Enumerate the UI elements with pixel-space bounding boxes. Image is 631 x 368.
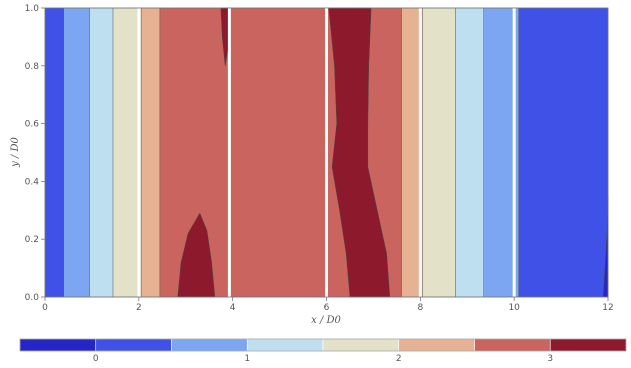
contour-band-7 (422, 7, 456, 298)
colorbar-swatch-1 (95, 338, 172, 352)
x-tick-label: 12 (602, 303, 613, 313)
colorbar-swatch-0 (19, 338, 97, 352)
colorbar-tick-label: 3 (547, 354, 553, 364)
contour-band-0 (44, 7, 64, 298)
colorbar-swatch-2 (171, 338, 248, 352)
colorbar-swatch-4 (322, 338, 400, 352)
colorbar-tick-label: 0 (93, 354, 99, 364)
x-tick-label: 4 (230, 303, 236, 313)
contour-band-4 (140, 7, 161, 298)
y-tick-label: 0.6 (25, 120, 40, 130)
y-tick-label: 1.0 (25, 4, 40, 14)
contour-band-10 (518, 7, 609, 298)
colorbar-swatch-7 (549, 338, 627, 352)
x-axis-label: x / D0 (311, 315, 341, 326)
contour-region-lower-peak (177, 212, 216, 298)
x-tick-label: 2 (136, 303, 142, 313)
contour-band-3 (112, 7, 142, 298)
colorbar-legend: 0 1 2 3 (19, 338, 627, 364)
plot-area (44, 7, 609, 298)
colorbar-frame (19, 338, 627, 352)
white-gap-0 (137, 8, 141, 297)
colorbar-swatch-6 (474, 338, 551, 352)
colorbar-swatch-3 (246, 338, 324, 352)
white-gap-2 (325, 8, 328, 297)
contour-band-1 (63, 7, 90, 298)
y-tick-label: 0.4 (25, 177, 40, 187)
y-tick-label: 0.8 (25, 62, 40, 72)
y-tick-label: 0.2 (25, 235, 39, 245)
y-axis-label: y / D0 (10, 136, 21, 167)
x-tick-label: 8 (417, 303, 423, 313)
white-gap-4 (512, 8, 516, 297)
colorbar-swatch-5 (398, 338, 475, 352)
contour-band-8 (455, 7, 484, 298)
white-gap-1 (227, 8, 231, 297)
x-axis: 0 2 4 6 8 10 12 (42, 297, 614, 313)
x-tick-label: 10 (508, 303, 520, 313)
x-tick-label: 6 (324, 303, 330, 313)
y-tick-label: 0.0 (25, 293, 40, 303)
colorbar-tick-label: 1 (244, 354, 250, 364)
y-axis: 0.0 0.2 0.4 0.6 0.8 1.0 (25, 4, 45, 303)
contour-band-2 (89, 7, 114, 298)
x-tick-label: 0 (42, 303, 48, 313)
colorbar-tick-label: 2 (396, 354, 402, 364)
white-gap-3 (418, 8, 422, 297)
